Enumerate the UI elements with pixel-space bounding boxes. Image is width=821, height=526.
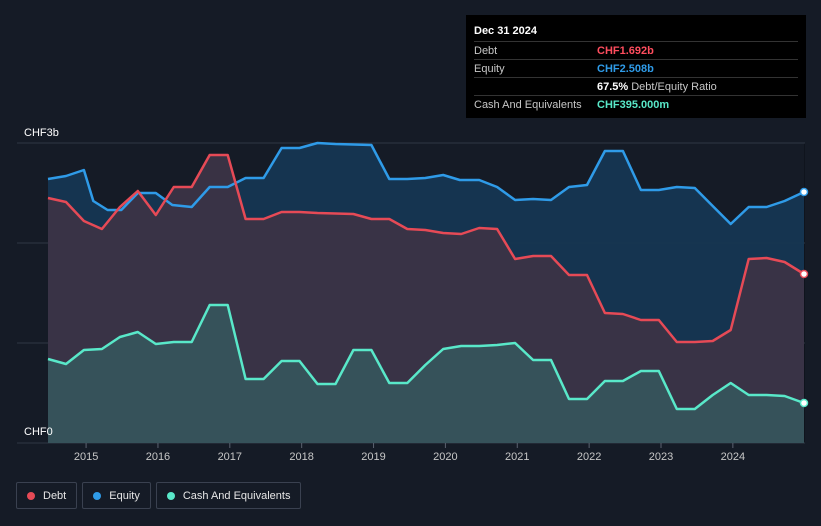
legend-dot-cash bbox=[166, 491, 175, 500]
area-cash-and-equivalents bbox=[48, 305, 804, 443]
tooltip-label-debt: Debt bbox=[474, 44, 498, 57]
legend-item-equity[interactable]: Equity bbox=[82, 482, 151, 509]
plot-edge bbox=[804, 143, 805, 443]
x-tick-label-2015: 2015 bbox=[74, 451, 98, 463]
x-tick-label-2016: 2016 bbox=[146, 451, 170, 463]
x-tick-label-2017: 2017 bbox=[218, 451, 242, 463]
tooltip-date: Dec 31 2024 bbox=[474, 25, 537, 37]
legend-item-debt[interactable]: Debt bbox=[16, 482, 78, 509]
end-marker-debt bbox=[799, 269, 809, 279]
tooltip-panel: Dec 31 2024 Debt CHF1.692b Equity CHF2.5… bbox=[466, 15, 806, 118]
legend-item-cash[interactable]: Cash And Equivalents bbox=[155, 482, 302, 509]
tooltip-label-equity: Equity bbox=[474, 62, 505, 75]
line-debt bbox=[47, 153, 805, 344]
x-tick-label-2021: 2021 bbox=[505, 451, 529, 463]
x-tick-label-2023: 2023 bbox=[649, 451, 673, 463]
tooltip-row-ratio: 67.5% Debt/Equity Ratio bbox=[474, 77, 798, 95]
line-equity bbox=[47, 141, 805, 226]
axis-layer: CHF3b CHF0 2015 2016 2017 2018 2019 2020 2021 202… bbox=[24, 127, 745, 463]
tooltip-row-cash: Cash And Equivalents CHF395.000m bbox=[474, 95, 798, 113]
end-marker-equity bbox=[799, 187, 809, 197]
legend: Debt Equity Cash And Equivalents bbox=[16, 482, 302, 509]
series-layer bbox=[47, 141, 809, 443]
tooltip-value-equity: CHF2.508b bbox=[597, 62, 654, 75]
tooltip-row-equity: Equity CHF2.508b bbox=[474, 59, 798, 77]
x-tick-label-2022: 2022 bbox=[577, 451, 601, 463]
y-tick-label-top: CHF3b bbox=[24, 127, 59, 139]
legend-label-debt: Debt bbox=[43, 489, 67, 502]
tooltip-row-debt: Debt CHF1.692b bbox=[474, 41, 798, 59]
x-tick-label-2020: 2020 bbox=[433, 451, 457, 463]
legend-label-equity: Equity bbox=[109, 489, 140, 502]
tooltip-label-cash: Cash And Equivalents bbox=[474, 98, 582, 111]
legend-dot-debt bbox=[27, 491, 35, 500]
y-tick-label-bottom: CHF0 bbox=[24, 426, 53, 438]
legend-dot-equity bbox=[93, 491, 102, 500]
x-tick-label-2019: 2019 bbox=[361, 451, 385, 463]
tooltip-value-cash: CHF395.000m bbox=[597, 98, 670, 111]
x-tick-label-2018: 2018 bbox=[289, 451, 313, 463]
legend-label-cash: Cash And Equivalents bbox=[182, 489, 291, 502]
tooltip-value-debt: CHF1.692b bbox=[597, 44, 654, 57]
x-tick-label-2024: 2024 bbox=[721, 451, 745, 463]
tooltip-value-ratio: 67.5% bbox=[597, 80, 629, 93]
line-cash-and-equivalents bbox=[47, 303, 805, 411]
end-marker-cash-and-equivalents bbox=[799, 398, 809, 408]
tooltip-ratio-caption: Debt/Equity Ratio bbox=[631, 80, 717, 93]
